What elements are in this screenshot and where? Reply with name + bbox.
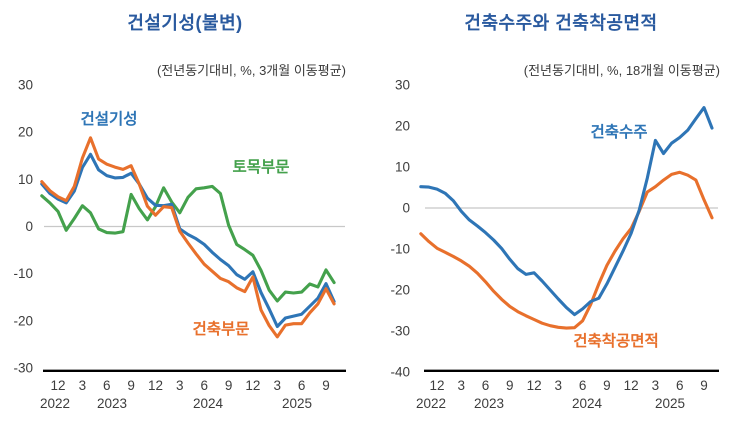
series-line-construction-completed — [40, 152, 336, 329]
year-label: 2025 — [282, 396, 312, 411]
x-tick-label: 12 — [527, 378, 542, 393]
y-tick-label: -30 — [390, 324, 410, 339]
x-tick-label: 9 — [127, 378, 135, 393]
y-tick-label: 0 — [25, 219, 33, 234]
series-line-building-orders — [419, 106, 714, 317]
x-tick-label: 12 — [245, 378, 260, 393]
x-tick-label: 6 — [103, 378, 111, 393]
x-tick-label: 3 — [652, 378, 660, 393]
y-tick-label: -10 — [390, 242, 410, 257]
y-tick-label: 20 — [18, 125, 33, 140]
right-chart-subtitle: (전년동기대비, %, 18개월 이동평균) — [523, 63, 720, 78]
year-label: 2025 — [655, 396, 685, 411]
x-tick-label: 6 — [579, 378, 587, 393]
x-tick-label: 3 — [555, 378, 563, 393]
series-label-civil-works: 토목부문 — [232, 159, 290, 176]
y-tick-label: 0 — [402, 201, 410, 216]
year-label: 2022 — [416, 396, 446, 411]
y-tick-label: -40 — [390, 365, 410, 380]
series-line-building-works — [40, 136, 336, 339]
x-tick-label: 6 — [200, 378, 208, 393]
series-line-civil-works — [40, 184, 336, 303]
x-tick-label: 9 — [322, 378, 330, 393]
x-tick-label: 9 — [603, 378, 611, 393]
x-tick-label: 6 — [298, 378, 306, 393]
series-line-building-starts-area — [419, 170, 714, 330]
y-tick-label: 10 — [395, 160, 410, 175]
left-chart-title: 건설기성(불변) — [127, 13, 243, 33]
x-tick-label: 3 — [458, 378, 466, 393]
x-tick-label: 6 — [482, 378, 490, 393]
year-label: 2023 — [97, 396, 127, 411]
series-label-construction-completed: 건설기성 — [80, 111, 138, 128]
x-tick-label: 12 — [148, 378, 163, 393]
x-tick-label: 9 — [700, 378, 708, 393]
x-tick-label: 3 — [176, 378, 184, 393]
x-tick-label: 12 — [50, 378, 65, 393]
year-label: 2022 — [40, 396, 70, 411]
year-label: 2024 — [193, 396, 224, 411]
year-label: 2023 — [474, 396, 504, 411]
x-tick-label: 3 — [274, 378, 282, 393]
x-tick-label: 12 — [429, 378, 444, 393]
y-tick-label: 30 — [18, 77, 33, 92]
x-tick-label: 9 — [506, 378, 514, 393]
right-chart-title: 건축수주와 건축착공면적 — [464, 13, 658, 33]
y-tick-label: -30 — [13, 361, 33, 376]
y-tick-label: -20 — [13, 313, 33, 328]
year-label: 2024 — [572, 396, 603, 411]
series-label-building-starts-area: 건축착공면적 — [573, 333, 659, 350]
y-tick-label: -10 — [13, 266, 33, 281]
y-tick-label: 30 — [395, 78, 410, 93]
y-tick-label: 20 — [395, 119, 410, 134]
x-tick-label: 9 — [225, 378, 233, 393]
x-tick-label: 12 — [624, 378, 639, 393]
y-tick-label: -20 — [390, 283, 410, 298]
series-label-building-orders: 건축수주 — [590, 124, 648, 141]
x-tick-label: 6 — [676, 378, 684, 393]
y-tick-label: 10 — [18, 172, 33, 187]
series-label-building-works: 건축부문 — [192, 321, 250, 338]
left-chart-subtitle: (전년동기대비, %, 3개월 이동평균) — [156, 63, 346, 78]
x-tick-label: 3 — [79, 378, 87, 393]
